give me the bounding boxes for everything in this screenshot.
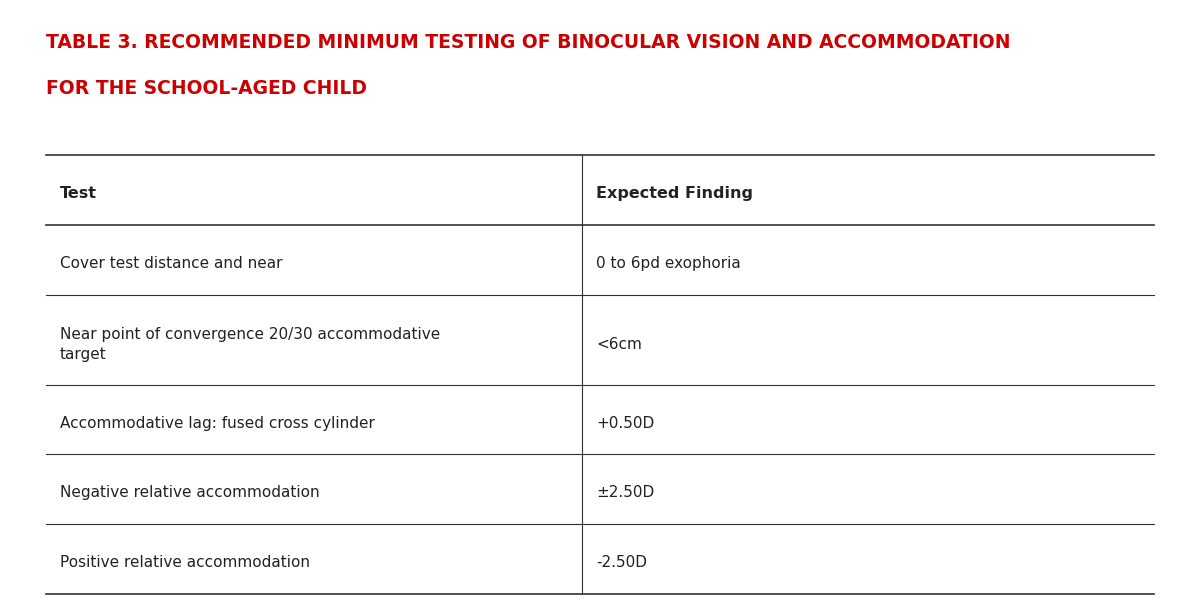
Text: FOR THE SCHOOL-AGED CHILD: FOR THE SCHOOL-AGED CHILD (46, 79, 367, 98)
Text: Positive relative accommodation: Positive relative accommodation (60, 555, 310, 570)
Text: ±2.50D: ±2.50D (596, 485, 655, 501)
Text: Cover test distance and near: Cover test distance and near (60, 256, 282, 271)
Text: TABLE 3. RECOMMENDED MINIMUM TESTING OF BINOCULAR VISION AND ACCOMMODATION: TABLE 3. RECOMMENDED MINIMUM TESTING OF … (46, 33, 1010, 52)
Text: +0.50D: +0.50D (596, 416, 655, 431)
Text: Expected Finding: Expected Finding (596, 186, 754, 201)
Text: Accommodative lag: fused cross cylinder: Accommodative lag: fused cross cylinder (60, 416, 374, 431)
Text: <6cm: <6cm (596, 337, 642, 352)
Text: 0 to 6pd exophoria: 0 to 6pd exophoria (596, 256, 742, 271)
Text: Negative relative accommodation: Negative relative accommodation (60, 485, 319, 501)
Text: -2.50D: -2.50D (596, 555, 648, 570)
Text: Test: Test (60, 186, 97, 201)
Text: Near point of convergence 20/30 accommodative
target: Near point of convergence 20/30 accommod… (60, 327, 440, 362)
